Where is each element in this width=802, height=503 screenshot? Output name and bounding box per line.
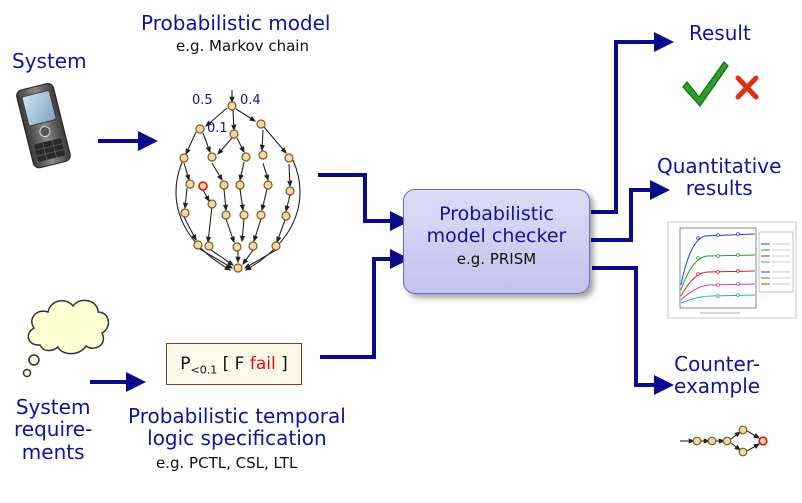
markov-chain-graph: 0.5 0.4 0.1 [175, 90, 301, 273]
check-mark-icon [682, 61, 729, 107]
arrow-checker-to-quantitative [591, 180, 670, 242]
system-label: System [12, 49, 87, 73]
quantitative-line2: results [685, 176, 753, 201]
model-title: Probabilistic model [141, 11, 331, 35]
arrow-checker-to-counterexample [592, 266, 674, 395]
formula-p: P [180, 354, 191, 374]
markov-states [179, 101, 295, 273]
prob-label-p3: 0.1 [207, 121, 228, 136]
arrow-model-to-checker [318, 173, 410, 231]
prob-label-p2: 0.4 [240, 93, 261, 108]
formula-close: ] [281, 354, 288, 374]
requirements-line3: ments [21, 439, 85, 464]
arrow-spec-to-checker [320, 249, 410, 359]
checker-line2: model checker [426, 224, 567, 247]
counterexample-label: Counter- example [674, 353, 760, 398]
mobile-phone-icon [16, 83, 71, 169]
requirements-label: System require- ments [14, 395, 93, 464]
counter-line1: Counter- [674, 352, 760, 376]
formula-box: P<0.1 [ F fail ] [166, 343, 302, 385]
quantitative-label: Quantitative results [657, 155, 781, 200]
quantitative-line1: Quantitative [657, 154, 782, 178]
formula-fail: fail [249, 354, 276, 374]
model-checker-box: Probabilistic model checker e.g. PRISM [403, 189, 590, 294]
arrow-checker-to-result [591, 32, 674, 214]
results-plot-thumbnail [667, 221, 797, 319]
requirements-line2: require- [14, 417, 93, 442]
checker-line1: Probabilistic [439, 203, 554, 225]
model-example: e.g. Markov chain [176, 37, 309, 55]
formula-bound: <0.1 [190, 363, 218, 377]
cross-mark-icon [735, 75, 759, 100]
spec-example: e.g. PCTL, CSL, LTL [156, 454, 298, 472]
counterexample-path-icon [680, 425, 768, 457]
requirements-line1: System [15, 395, 91, 419]
markov-edges [175, 90, 301, 271]
checker-example: e.g. PRISM [456, 249, 537, 268]
spec-label: Probabilistic temporal logic specificati… [128, 405, 346, 450]
thought-cloud-icon [22, 299, 110, 378]
markov-fail-state [198, 181, 208, 191]
flow-arrows [90, 32, 674, 395]
result-label: Result [689, 21, 751, 45]
prob-label-p1: 0.5 [192, 93, 213, 108]
spec-line1: Probabilistic temporal [128, 404, 346, 428]
spec-line2: logic specification [147, 426, 327, 451]
formula-open: [ F [222, 354, 245, 374]
counter-line2: example [674, 374, 761, 399]
